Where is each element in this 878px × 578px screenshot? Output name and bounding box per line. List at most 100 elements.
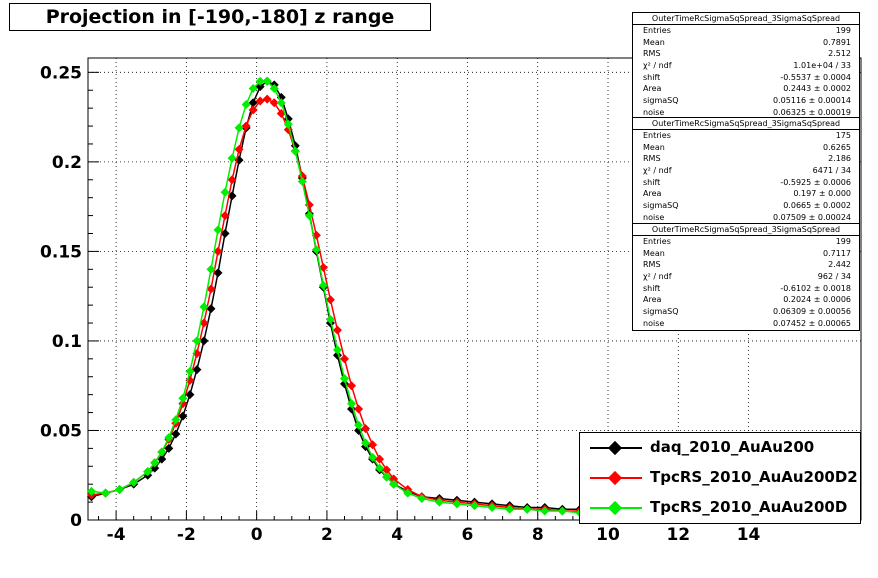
stats-value: -0.5537 ± 0.0004 [780,72,851,82]
stats-label: noise [643,107,665,117]
data-point [185,366,195,376]
stats-row: RMS 2.442 [633,259,859,271]
data-point [171,415,181,425]
data-point [522,504,532,514]
stats-box-2: OuterTimeRcSigmaSqSpread_3SigmaSqSpread … [632,117,860,225]
x-tick-label: -2 [177,525,196,545]
legend-label: TpcRS_2010_AuAu200D [650,498,848,516]
stats-row: noise 0.07452 ± 0.00065 [633,318,859,330]
stats-row: Mean 0.6265 [633,142,859,154]
stats-value: 0.05116 ± 0.00014 [773,96,851,106]
data-point [557,506,567,516]
stats-row: Mean 0.7891 [633,37,859,49]
stats-value: 0.07509 ± 0.00024 [773,212,851,222]
data-point [452,499,462,509]
data-point [206,284,216,294]
stats-label: Mean [643,248,665,258]
x-tick-label: 14 [737,525,761,545]
data-point [403,488,413,498]
data-point [227,153,237,163]
data-point [361,424,371,434]
stats-value: 175 [835,131,851,140]
x-tick-label: 6 [462,525,474,545]
chart-title-box: Projection in [-190,-180] z range [9,3,431,31]
stats-row: RMS 2.186 [633,153,859,165]
stats-value: 0.7117 [823,248,851,258]
data-point [255,76,265,86]
stats-label: Entries [643,131,671,140]
data-point [417,494,427,504]
data-point [171,429,181,439]
legend-entry-tpcrs-d2: TpcRS_2010_AuAu200D2 [580,465,860,491]
data-point [389,479,399,489]
stats-row: Area 0.2024 ± 0.0006 [633,294,859,306]
legend-entry-tpcrs-d: TpcRS_2010_AuAu200D [580,495,860,521]
data-point [248,105,258,115]
stats-value: 0.2443 ± 0.0002 [783,84,851,94]
data-point [192,336,202,346]
data-point [220,187,230,197]
series-line [91,80,598,514]
data-point [311,245,321,255]
stats-label: noise [643,318,665,328]
x-tick-label: 8 [532,525,544,545]
data-point [354,404,364,414]
stats-row: shift -0.6102 ± 0.0018 [633,283,859,295]
data-point [382,465,392,475]
data-point [262,94,272,104]
stats-label: χ² / ndf [643,61,672,71]
stats-label: shift [643,283,661,293]
data-point [375,454,385,464]
stats-box-title: OuterTimeRcSigmaSqSpread_3SigmaSqSpread [633,13,859,25]
stats-box-1: OuterTimeRcSigmaSqSpread_3SigmaSqSpread … [632,12,860,120]
data-point [178,411,188,421]
stats-label: RMS [643,260,661,270]
stats-row: sigmaSQ 0.05116 ± 0.00014 [633,95,859,107]
data-point [101,488,111,498]
data-point [157,454,167,464]
data-point [332,345,342,355]
stats-value: -0.6102 ± 0.0018 [780,283,851,293]
data-point [368,452,378,462]
data-point [234,123,244,133]
stats-row: χ² / ndf 962 / 34 [633,271,859,283]
stats-value: 0.2024 ± 0.0006 [783,295,851,305]
stats-value: 0.6265 [823,142,851,152]
x-tick-label: 12 [666,525,690,545]
data-point [248,83,258,93]
legend-marker-icon [607,470,623,486]
data-point [318,263,328,273]
stats-box-title: OuterTimeRcSigmaSqSpread_3SigmaSqSpread [633,224,859,236]
stats-label: Mean [643,37,665,47]
data-point [206,264,216,274]
stats-value: 1.01e+04 / 33 [793,61,851,71]
data-point [375,463,385,473]
stats-value: 2.186 [828,154,851,164]
data-point [470,501,479,511]
data-point [339,374,349,384]
stats-value: 0.06309 ± 0.00056 [773,307,851,317]
y-tick-label: 0.25 [40,63,82,83]
data-point [354,420,364,430]
data-point [339,354,349,364]
data-point [487,502,497,512]
data-point [434,497,444,507]
data-point [213,268,223,278]
data-point [115,485,125,495]
x-tick-label: 4 [391,525,403,545]
stats-value: 199 [835,26,851,35]
data-point [248,98,258,108]
stats-label: shift [643,72,661,82]
data-point [304,211,314,221]
data-point [269,98,279,108]
stats-value: 0.07452 ± 0.00065 [773,318,851,328]
data-point [150,458,160,468]
y-tick-label: 0.05 [40,421,82,441]
data-point [276,98,286,108]
data-point [368,440,378,450]
data-point [347,381,357,391]
legend-marker-icon [607,500,623,516]
stats-value: 2.442 [828,260,851,270]
data-point [129,477,139,487]
stats-label: Area [643,84,662,94]
